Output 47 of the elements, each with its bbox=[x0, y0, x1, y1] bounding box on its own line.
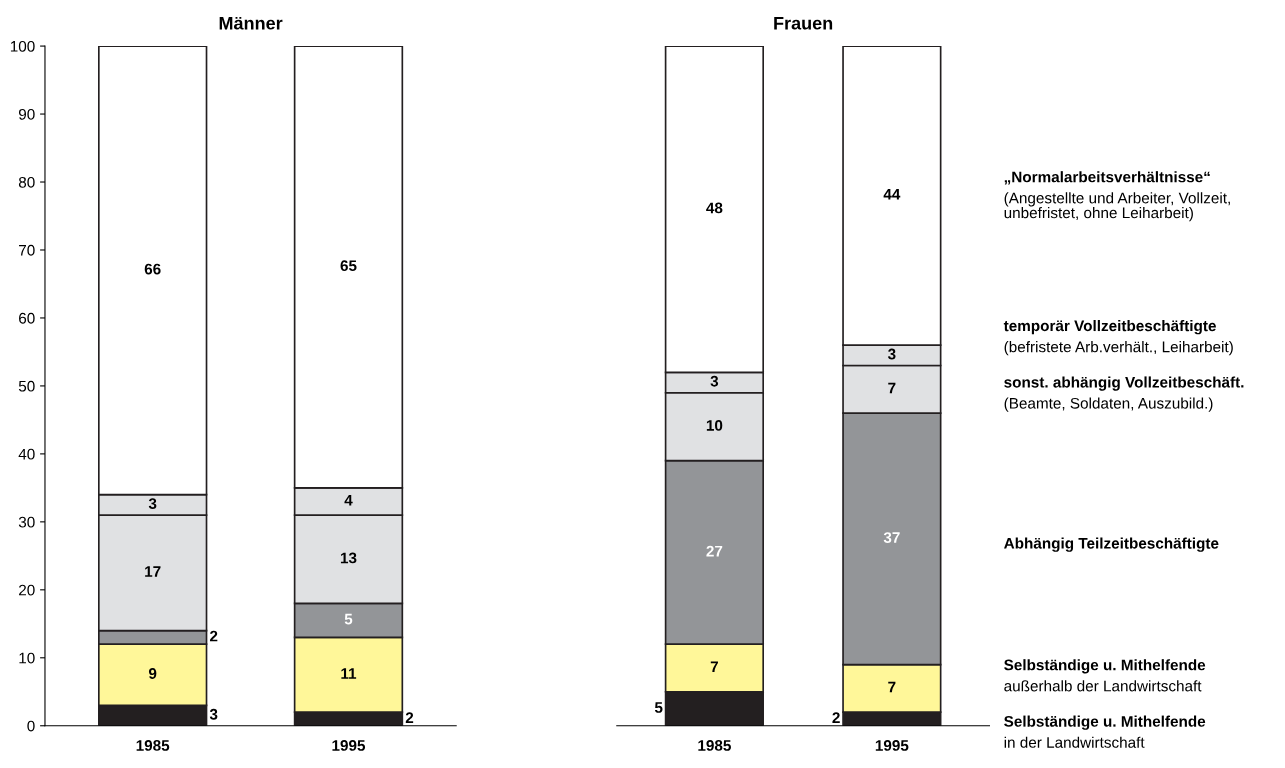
data-label: 7 bbox=[888, 382, 896, 394]
data-label: 11 bbox=[341, 668, 357, 679]
x-tick-label: 1985 bbox=[698, 740, 731, 751]
data-label: 27 bbox=[706, 545, 723, 557]
data-label: 2 bbox=[209, 630, 218, 642]
data-label: 65 bbox=[340, 260, 357, 272]
text: Selbständige u. Mithelfende außerhalb der Landwirtschaft bbox=[1004, 659, 1206, 692]
text: sonst. abhängig Vollzeitbeschäft. (Beamte, Soldaten, Auszubild.) bbox=[1004, 376, 1244, 412]
data-label: 66 bbox=[144, 263, 161, 275]
y-tick-label: 70 bbox=[19, 244, 35, 256]
chart-title: Männer bbox=[219, 16, 283, 30]
text: „Normalarbeitsverhältnisse“ (Angestellte und Arbeiter, Vollzeit, unbefristet, ohne Leiharbeit) bbox=[1004, 171, 1230, 222]
x-tick-label: 1985 bbox=[136, 740, 170, 751]
data-label: 13 bbox=[340, 552, 357, 564]
text: temporär Vollzeitbeschäftigte (befristete Arb.verhält., Leiharbeit) bbox=[1003, 319, 1233, 356]
x-tick-label: 1995 bbox=[875, 740, 909, 751]
data-label: 4 bbox=[344, 494, 353, 506]
y-tick-label: 10 bbox=[19, 652, 35, 664]
data-label: 10 bbox=[706, 419, 723, 431]
chart-title: Frauen bbox=[774, 16, 833, 30]
data-label: 3 bbox=[887, 348, 896, 360]
y-tick-label: 30 bbox=[18, 516, 35, 528]
text: Abhängig Teilzeitbeschäftigte bbox=[1004, 537, 1219, 552]
y-tick-label: 40 bbox=[18, 448, 35, 460]
y-tick-label: 0 bbox=[27, 720, 35, 732]
data-label: 48 bbox=[706, 202, 723, 214]
data-label: 5 bbox=[654, 702, 663, 713]
data-label: 5 bbox=[344, 613, 353, 625]
x-tick-label: 1995 bbox=[332, 740, 366, 751]
y-tick-label: 80 bbox=[18, 176, 35, 188]
y-tick-label: 20 bbox=[19, 584, 35, 596]
y-tick-label: 60 bbox=[19, 312, 35, 324]
data-label: 17 bbox=[145, 566, 161, 577]
data-label: 3 bbox=[710, 375, 719, 387]
y-tick-label: 90 bbox=[18, 108, 35, 120]
data-label: 44 bbox=[883, 189, 901, 200]
y-tick-label: 100 bbox=[10, 40, 35, 52]
data-label: 37 bbox=[883, 532, 900, 543]
data-label: 3 bbox=[209, 708, 218, 720]
data-label: 9 bbox=[148, 668, 157, 679]
data-label: 2 bbox=[832, 712, 840, 723]
y-tick-label: 50 bbox=[18, 380, 35, 392]
data-label: 3 bbox=[148, 498, 157, 509]
data-label: 7 bbox=[710, 661, 718, 672]
data-label: 2 bbox=[405, 712, 414, 723]
data-label: 7 bbox=[888, 681, 896, 693]
text: Selbständige u. Mithelfende in der Landwirtschaft bbox=[1004, 715, 1206, 748]
